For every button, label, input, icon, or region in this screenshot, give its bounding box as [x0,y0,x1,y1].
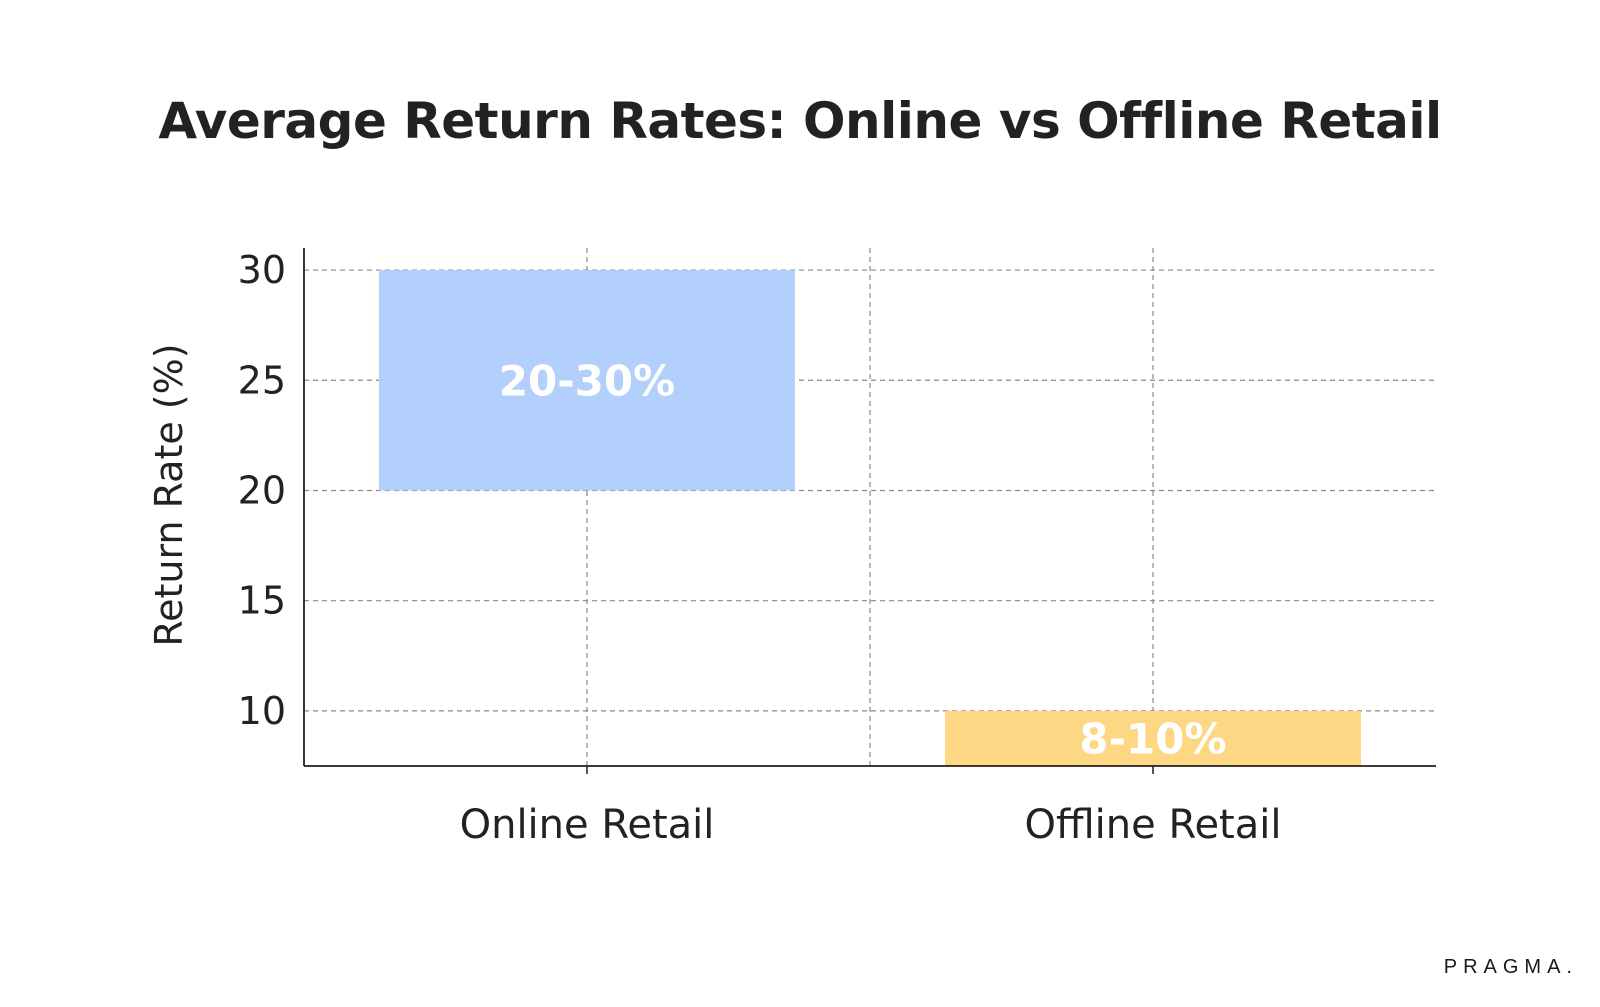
bar-data-label: 8-10% [1079,714,1226,763]
y-tick-label: 10 [238,689,286,733]
x-tick-label: Online Retail [460,802,715,848]
labels: 10 15 20 25 30 20-30% 8-10% Online Retail Offlin… [147,248,1281,848]
bar-data-label: 20-30% [499,356,675,405]
y-tick-label: 15 [238,579,286,623]
pragma-logo: PRAGMA. [1443,956,1578,978]
x-tick-label: Offline Retail [1025,802,1282,848]
y-tick-label: 20 [238,468,286,512]
y-tick-label: 25 [238,358,286,402]
bars [379,270,1361,766]
chart-title: Average Return Rates: Online vs Offline … [158,92,1442,150]
axes [303,248,1436,774]
y-axis-title: Return Rate (%) [147,343,191,646]
bar-online-retail [379,270,795,491]
bar-offline-retail [945,710,1361,766]
y-tick-label: 30 [238,248,286,292]
